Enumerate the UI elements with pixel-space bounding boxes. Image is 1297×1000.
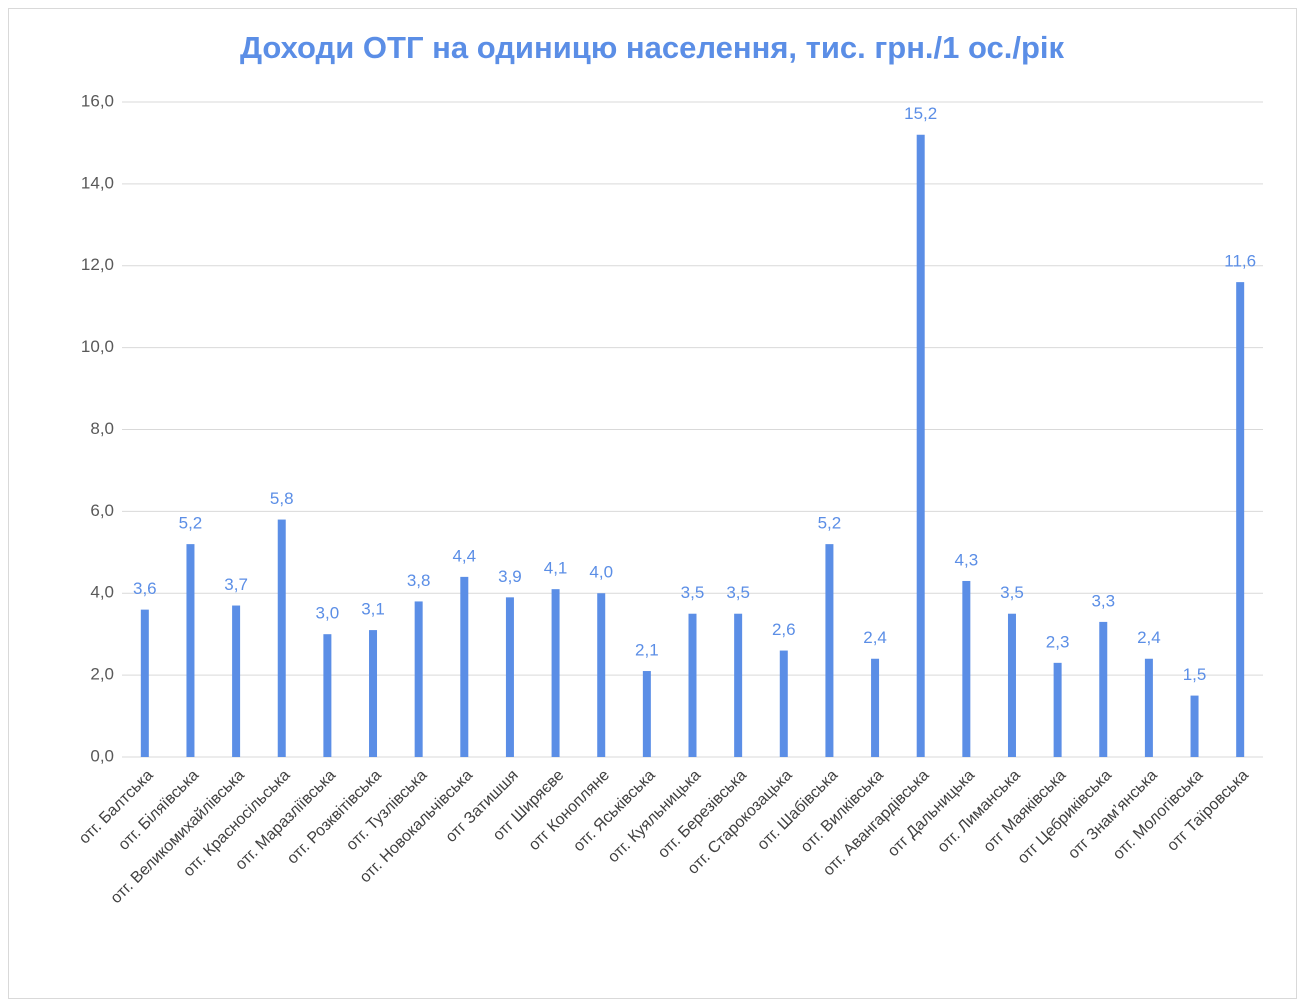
data-label: 2,4 (863, 628, 887, 647)
data-label: 3,3 (1091, 591, 1115, 610)
bar (1144, 658, 1153, 757)
y-tick-label: 16,0 (81, 91, 114, 110)
bar (642, 671, 651, 757)
bar (414, 601, 423, 757)
data-label: 4,4 (452, 546, 476, 565)
y-tick-label: 8,0 (90, 419, 114, 438)
data-label: 4,1 (544, 559, 568, 578)
bar (369, 630, 378, 757)
data-label: 3,0 (316, 604, 340, 623)
bar (505, 597, 514, 757)
bar (825, 544, 834, 757)
bar (232, 605, 241, 757)
chart-border (8, 8, 1297, 999)
data-label: 3,5 (681, 583, 705, 602)
data-label: 5,2 (818, 514, 842, 533)
bar (140, 609, 149, 757)
data-label: 4,3 (955, 550, 979, 569)
bar (871, 658, 880, 757)
bar (1053, 662, 1062, 757)
bar (962, 580, 971, 757)
y-tick-label: 4,0 (90, 583, 114, 602)
data-label: 15,2 (904, 104, 937, 123)
data-label: 3,9 (498, 567, 522, 586)
data-label: 3,8 (407, 571, 431, 590)
bar (1190, 695, 1199, 757)
chart-title: Доходи ОТГ на одиницю населення, тис. гр… (240, 30, 1065, 65)
data-label: 5,2 (179, 514, 203, 533)
bar (1007, 613, 1016, 757)
bar (551, 589, 560, 757)
data-label: 11,6 (1224, 252, 1256, 271)
bar (460, 576, 469, 757)
data-label: 3,7 (224, 575, 248, 594)
bar (277, 519, 286, 757)
bar (186, 544, 195, 757)
data-label: 3,5 (726, 583, 750, 602)
y-tick-label: 0,0 (90, 746, 114, 765)
y-tick-label: 2,0 (90, 665, 114, 684)
bar (779, 650, 788, 757)
data-label: 3,5 (1000, 583, 1024, 602)
bar (323, 634, 332, 757)
data-label: 2,6 (772, 620, 796, 639)
data-label: 2,1 (635, 641, 659, 660)
bar (688, 613, 697, 757)
data-label: 5,8 (270, 489, 294, 508)
data-label: 2,3 (1046, 632, 1070, 651)
bar (1236, 282, 1245, 757)
data-label: 3,1 (361, 600, 385, 619)
data-label: 2,4 (1137, 628, 1161, 647)
data-label: 4,0 (589, 563, 613, 582)
bar (1099, 621, 1108, 757)
y-tick-label: 6,0 (90, 501, 114, 520)
bar (597, 593, 606, 757)
bar (916, 134, 925, 757)
y-tick-label: 12,0 (81, 255, 114, 274)
data-label: 3,6 (133, 579, 157, 598)
data-label: 1,5 (1183, 665, 1207, 684)
y-tick-label: 14,0 (81, 173, 114, 192)
y-tick-label: 10,0 (81, 337, 114, 356)
bar (734, 613, 743, 757)
